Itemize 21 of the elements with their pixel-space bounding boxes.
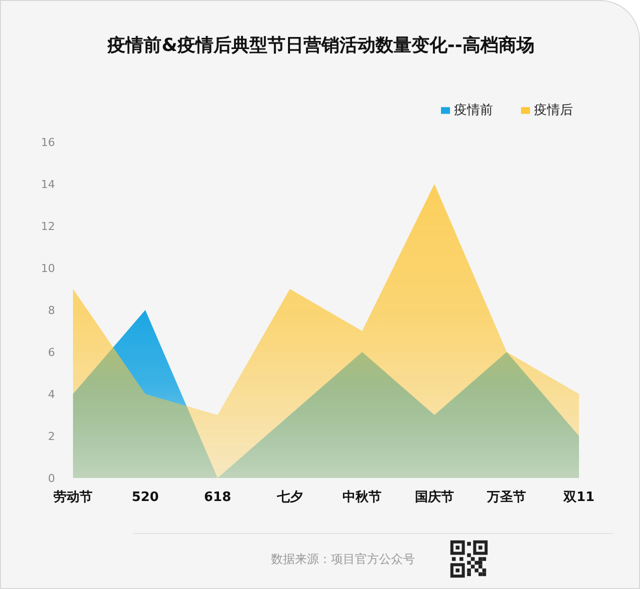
x-tick-label: 劳动节 [54, 490, 92, 506]
y-tick-label: 16 [41, 136, 55, 149]
y-tick-label: 12 [41, 220, 55, 233]
source-note: 数据来源：项目官方公众号 [271, 551, 415, 568]
y-tick-label: 4 [48, 388, 55, 401]
legend-label: 疫情后 [534, 103, 573, 118]
legend-label: 疫情前 [454, 103, 493, 118]
x-tick-label: 万圣节 [486, 490, 526, 506]
x-tick-label: 618 [204, 490, 232, 506]
x-tick-label: 国庆节 [414, 489, 454, 506]
y-tick-label: 10 [41, 262, 55, 275]
x-tick-label: 520 [132, 490, 159, 506]
y-tick-label: 2 [48, 430, 55, 443]
y-tick-label: 0 [48, 472, 55, 485]
x-tick-label: 双11 [562, 490, 595, 506]
y-tick-label: 6 [48, 346, 55, 359]
y-tick-label: 14 [41, 178, 55, 191]
y-tick-label: 8 [48, 304, 55, 317]
x-tick-label: 中秋节 [342, 490, 382, 506]
x-tick-label: 七夕 [276, 490, 303, 506]
chart-title: 疫情前&疫情后典型节日营销活动数量变化--高档商场 [106, 34, 536, 57]
